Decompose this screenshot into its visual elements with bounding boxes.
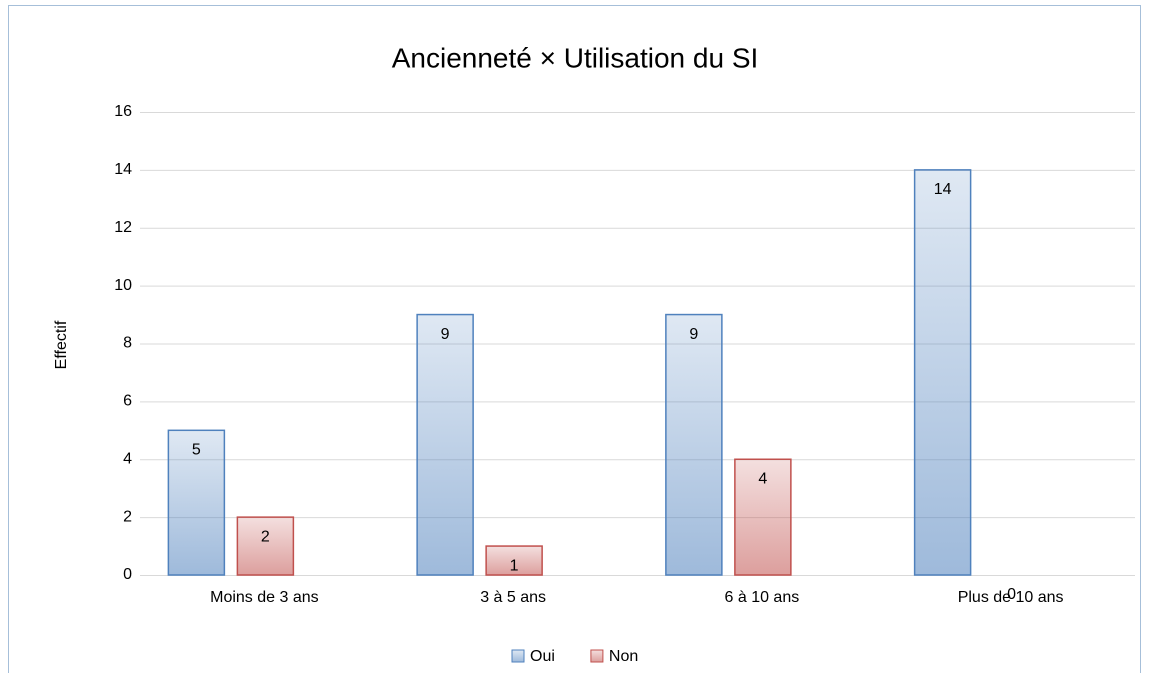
legend-label: Non bbox=[609, 648, 638, 665]
x-tick-label: Plus de 10 ans bbox=[958, 589, 1064, 606]
bar bbox=[416, 313, 474, 576]
x-tick-label: Moins de 3 ans bbox=[210, 589, 319, 606]
y-tick-label: 0 bbox=[123, 566, 132, 583]
data-label: 9 bbox=[441, 326, 450, 343]
legend-swatch bbox=[511, 649, 525, 663]
data-label: 9 bbox=[689, 326, 698, 343]
bar bbox=[167, 429, 226, 576]
y-tick-label: 2 bbox=[123, 508, 132, 525]
y-tick-label: 6 bbox=[123, 393, 132, 410]
y-tick-label: 10 bbox=[114, 277, 132, 294]
data-label: 5 bbox=[192, 442, 201, 459]
data-label: 14 bbox=[934, 181, 952, 198]
bar bbox=[665, 313, 723, 576]
y-tick-label: 14 bbox=[114, 161, 132, 178]
chart-title: Ancienneté × Utilisation du SI bbox=[392, 42, 759, 73]
data-label: 4 bbox=[758, 470, 767, 487]
bar bbox=[734, 458, 792, 576]
y-tick-label: 12 bbox=[114, 219, 132, 236]
x-tick-label: 6 à 10 ans bbox=[725, 589, 800, 606]
y-tick-label: 8 bbox=[123, 335, 132, 352]
legend-label: Oui bbox=[530, 648, 555, 665]
y-tick-label: 4 bbox=[123, 450, 132, 467]
y-axis-label: Effectif bbox=[53, 320, 70, 369]
legend-swatch bbox=[590, 649, 604, 663]
bar bbox=[236, 516, 295, 576]
bar bbox=[485, 545, 543, 576]
data-label: 1 bbox=[510, 557, 519, 574]
data-label: 2 bbox=[261, 528, 270, 545]
bar bbox=[913, 169, 972, 576]
x-tick-label: 3 à 5 ans bbox=[480, 589, 546, 606]
y-tick-label: 16 bbox=[114, 103, 132, 120]
chart-frame bbox=[8, 5, 1141, 673]
data-label: 0 bbox=[1007, 586, 1016, 603]
